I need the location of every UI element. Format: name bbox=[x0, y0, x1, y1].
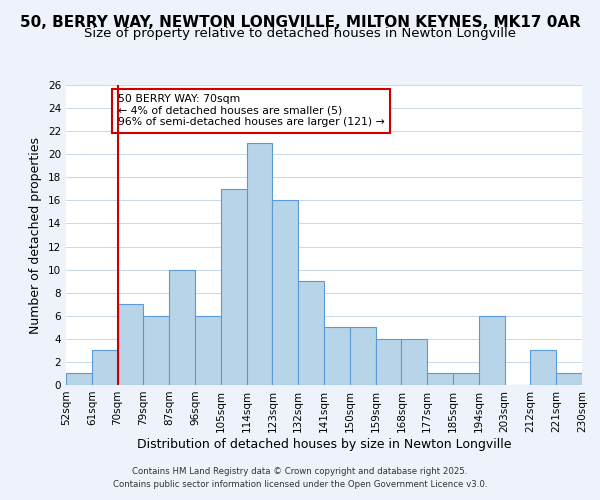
Bar bbox=[453, 374, 479, 385]
Bar bbox=[169, 270, 195, 385]
Bar bbox=[556, 374, 582, 385]
Text: Contains HM Land Registry data © Crown copyright and database right 2025.: Contains HM Land Registry data © Crown c… bbox=[132, 467, 468, 476]
Bar bbox=[66, 374, 92, 385]
Bar bbox=[530, 350, 556, 385]
Bar bbox=[195, 316, 221, 385]
Text: Size of property relative to detached houses in Newton Longville: Size of property relative to detached ho… bbox=[84, 28, 516, 40]
Bar bbox=[221, 189, 247, 385]
Bar bbox=[298, 281, 324, 385]
Text: 50 BERRY WAY: 70sqm
← 4% of detached houses are smaller (5)
96% of semi-detached: 50 BERRY WAY: 70sqm ← 4% of detached hou… bbox=[118, 94, 385, 127]
Bar bbox=[350, 328, 376, 385]
Bar bbox=[376, 339, 401, 385]
Bar bbox=[324, 328, 350, 385]
Bar bbox=[401, 339, 427, 385]
Bar bbox=[92, 350, 118, 385]
Y-axis label: Number of detached properties: Number of detached properties bbox=[29, 136, 43, 334]
X-axis label: Distribution of detached houses by size in Newton Longville: Distribution of detached houses by size … bbox=[137, 438, 511, 450]
Bar bbox=[247, 142, 272, 385]
Bar bbox=[427, 374, 453, 385]
Bar bbox=[479, 316, 505, 385]
Bar bbox=[118, 304, 143, 385]
Text: Contains public sector information licensed under the Open Government Licence v3: Contains public sector information licen… bbox=[113, 480, 487, 489]
Text: 50, BERRY WAY, NEWTON LONGVILLE, MILTON KEYNES, MK17 0AR: 50, BERRY WAY, NEWTON LONGVILLE, MILTON … bbox=[20, 15, 580, 30]
Bar bbox=[272, 200, 298, 385]
Bar bbox=[143, 316, 169, 385]
